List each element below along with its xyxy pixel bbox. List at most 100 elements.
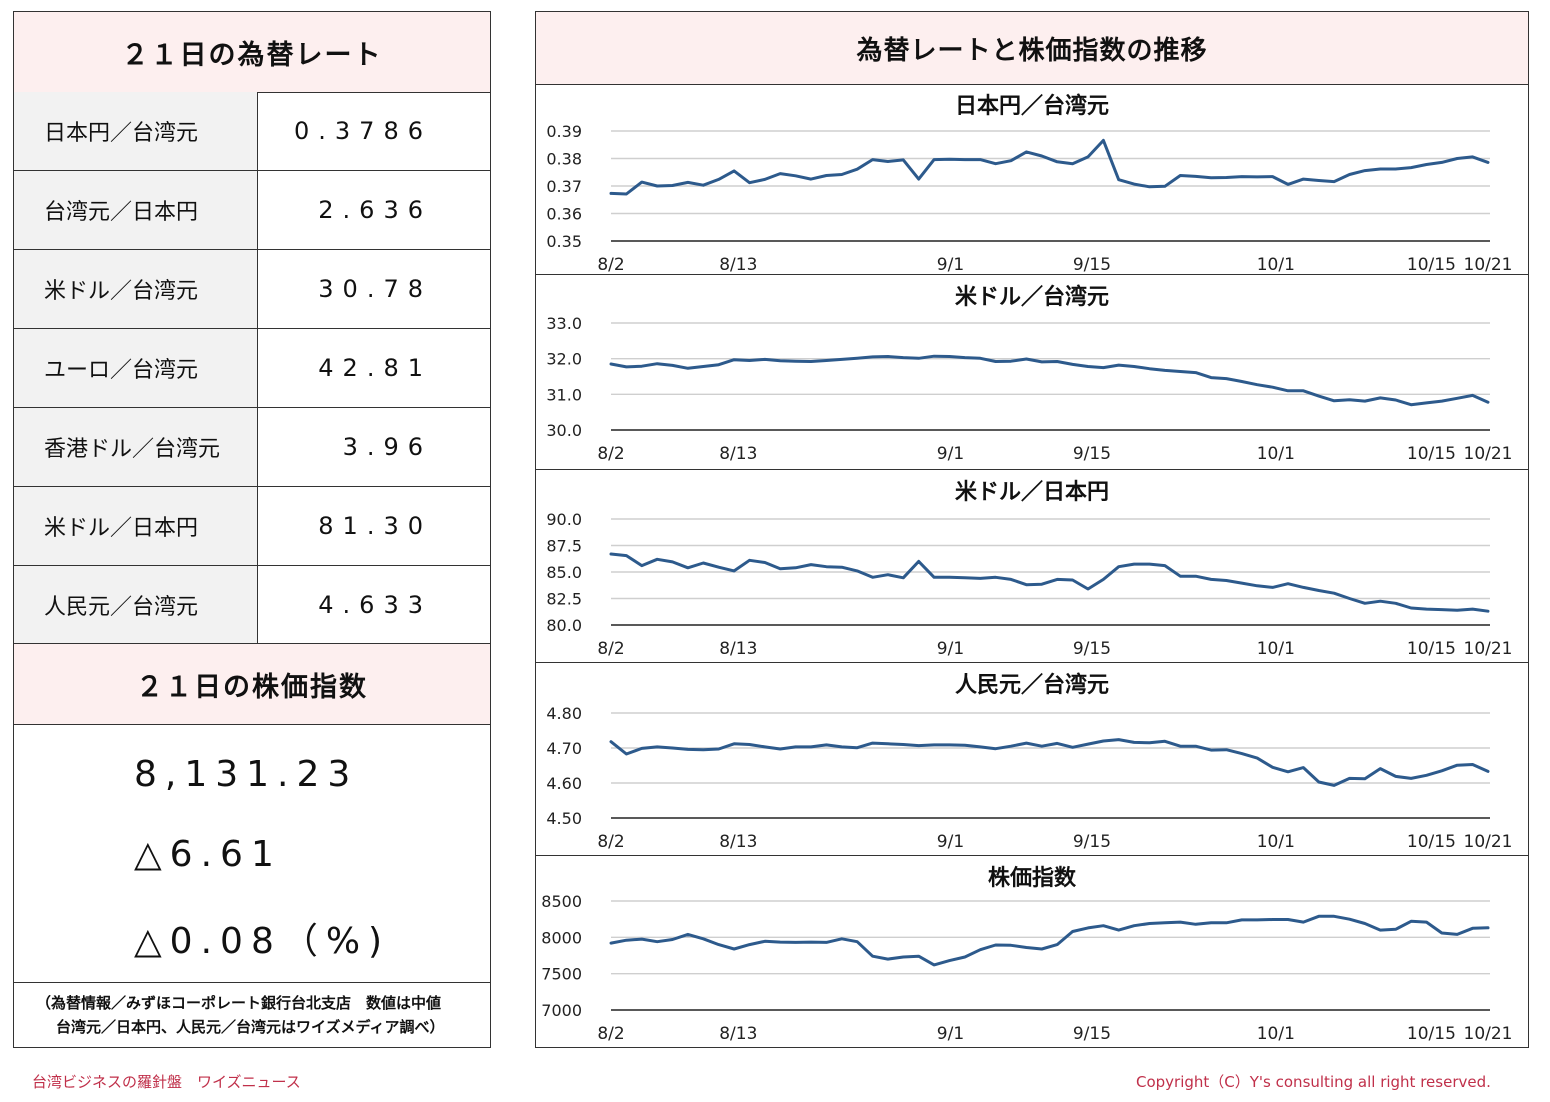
x-tick-label: 8/2 xyxy=(597,1024,624,1044)
x-tick-label: 10/15 xyxy=(1407,832,1456,852)
x-tick-label: 10/21 xyxy=(1464,832,1513,852)
rate-row: 台湾元／日本円 2.636 xyxy=(14,171,490,250)
rate-row: 米ドル／台湾元 30.78 xyxy=(14,250,490,329)
series-line xyxy=(609,738,1490,787)
rate-value: 42.81 xyxy=(318,354,432,382)
x-tick-label: 8/13 xyxy=(719,639,757,659)
rate-value: 2.636 xyxy=(318,196,432,224)
stock-index-title: ２１日の株価指数 xyxy=(14,643,490,725)
y-tick-label: 0.36 xyxy=(546,205,582,224)
x-tick-label: 10/15 xyxy=(1407,1024,1456,1044)
chart-svg: 4.80 4.70 4.60 4.50 8/2 8/13 9/1 9/15 10/1 10/15 1… xyxy=(546,704,1513,852)
chart-usd-jpy: 米ドル／日本円 90.0 87.5 85.0 82.5 80.0 8/2 8/13 9/1 9/… xyxy=(536,470,1528,663)
x-tick-label: 9/15 xyxy=(1073,832,1111,852)
rate-row: 日本円／台湾元 0.3786 xyxy=(14,92,490,171)
rate-name: 台湾元／日本円 xyxy=(14,171,258,249)
x-tick-label: 8/13 xyxy=(719,444,757,464)
x-tick-label: 9/1 xyxy=(937,255,964,275)
x-tick-label: 9/15 xyxy=(1073,444,1111,464)
x-tick-label: 10/21 xyxy=(1464,444,1513,464)
stock-index-percent: △0.08（%) xyxy=(134,921,391,962)
series-line xyxy=(609,552,1490,613)
chart-title: 米ドル／日本円 xyxy=(954,480,1109,505)
x-tick-label: 10/15 xyxy=(1407,639,1456,659)
chart-jpy-twd: 日本円／台湾元 0.39 0.38 0.37 0.36 0.35 8/2 8/13 9/1 9/… xyxy=(536,84,1528,275)
chart-svg: 8500 8000 7500 7000 8/2 8/13 9/1 9/15 10/1 10/15 1… xyxy=(541,892,1512,1044)
x-tick-label: 8/13 xyxy=(719,255,757,275)
stock-index-change: △6.61 xyxy=(134,834,282,875)
stock-index-value: 8,131.23 xyxy=(134,754,359,795)
trend-charts-panel: 為替レートと株価指数の推移 日本円／台湾元 0.39 0.38 0.37 0.36 0.… xyxy=(535,11,1529,1048)
x-tick-label: 8/13 xyxy=(719,832,757,852)
x-tick-label: 8/2 xyxy=(597,255,624,275)
x-tick-label: 10/1 xyxy=(1257,639,1295,659)
rate-name: 香港ドル／台湾元 xyxy=(14,408,258,486)
y-tick-label: 4.80 xyxy=(546,704,582,723)
x-tick-label: 10/1 xyxy=(1257,832,1295,852)
chart-svg: 90.0 87.5 85.0 82.5 80.0 8/2 8/13 9/1 9/15 10/1 10… xyxy=(546,510,1512,659)
rate-name: ユーロ／台湾元 xyxy=(14,329,258,407)
y-tick-label: 0.35 xyxy=(546,232,582,251)
y-tick-label: 0.37 xyxy=(546,177,582,196)
source-note-line: （為替情報／みずほコーポレート銀行台北支店 数値は中値 xyxy=(36,994,442,1012)
y-tick-label: 0.39 xyxy=(546,122,582,141)
chart-usd-twd: 米ドル／台湾元 33.0 32.0 31.0 30.0 8/2 8/13 9/1 9/15 10… xyxy=(536,275,1528,470)
rate-value: 30.78 xyxy=(318,275,432,303)
y-tick-label: 90.0 xyxy=(546,510,582,529)
chart-stock-index: 株価指数 8500 8000 7500 7000 8/2 8/13 9/1 9/15 10/1 1… xyxy=(536,856,1528,1047)
rate-row: 人民元／台湾元 4.633 xyxy=(14,566,490,644)
chart-title: 人民元／台湾元 xyxy=(954,673,1109,698)
source-note-line: 台湾元／日本円、人民元／台湾元はワイズメディア調べ） xyxy=(56,1018,445,1036)
y-tick-label: 30.0 xyxy=(546,421,582,440)
x-tick-label: 8/2 xyxy=(597,639,624,659)
y-tick-label: 4.60 xyxy=(546,774,582,793)
series-line xyxy=(609,354,1490,407)
footer-brand: 台湾ビジネスの羅針盤 ワイズニュース xyxy=(32,1073,301,1091)
x-tick-label: 9/1 xyxy=(937,639,964,659)
rate-value: 3.96 xyxy=(342,433,432,461)
chart-title: 日本円／台湾元 xyxy=(954,94,1109,119)
x-tick-label: 9/15 xyxy=(1073,639,1111,659)
x-tick-label: 9/1 xyxy=(937,1024,964,1044)
y-tick-label: 7500 xyxy=(541,965,582,984)
rate-value: 81.30 xyxy=(318,512,432,540)
chart-cny-twd: 人民元／台湾元 4.80 4.70 4.60 4.50 8/2 8/13 9/1 9/15 10… xyxy=(536,663,1528,856)
x-tick-label: 10/1 xyxy=(1257,255,1295,275)
x-tick-label: 8/2 xyxy=(597,444,624,464)
x-tick-label: 10/1 xyxy=(1257,1024,1295,1044)
y-tick-label: 32.0 xyxy=(546,350,582,369)
chart-svg: 0.39 0.38 0.37 0.36 0.35 8/2 8/13 9/1 9/15 10/1 10… xyxy=(546,122,1513,275)
y-tick-label: 82.5 xyxy=(546,590,582,609)
rate-table-title: ２１日の為替レート xyxy=(14,12,490,93)
chart-svg: 33.0 32.0 31.0 30.0 8/2 8/13 9/1 9/15 10/1 10/15 1… xyxy=(546,314,1513,464)
y-tick-label: 7000 xyxy=(541,1001,582,1020)
x-tick-label: 10/1 xyxy=(1257,444,1295,464)
x-tick-label: 10/21 xyxy=(1464,255,1513,275)
rate-table-panel: ２１日の為替レート 日本円／台湾元 0.3786 台湾元／日本円 2.636 米… xyxy=(13,11,491,1048)
y-tick-label: 8500 xyxy=(541,892,582,911)
source-note: （為替情報／みずほコーポレート銀行台北支店 数値は中値 台湾元／日本円、人民元／… xyxy=(14,982,490,1047)
y-tick-label: 33.0 xyxy=(546,314,582,333)
x-tick-label: 9/1 xyxy=(937,444,964,464)
y-tick-label: 85.0 xyxy=(546,563,582,582)
rate-name: 米ドル／日本円 xyxy=(14,487,258,565)
rate-name: 米ドル／台湾元 xyxy=(14,250,258,328)
x-tick-label: 8/13 xyxy=(719,1024,757,1044)
rate-value: 0.3786 xyxy=(294,117,432,145)
trend-charts-title: 為替レートと株価指数の推移 xyxy=(536,12,1528,85)
rate-row: 香港ドル／台湾元 3.96 xyxy=(14,408,490,487)
y-tick-label: 80.0 xyxy=(546,616,582,635)
series-line xyxy=(609,914,1490,967)
rate-row: 米ドル／日本円 81.30 xyxy=(14,487,490,566)
y-tick-label: 0.38 xyxy=(546,150,582,169)
x-tick-label: 10/15 xyxy=(1407,255,1456,275)
chart-title: 株価指数 xyxy=(987,866,1076,891)
x-tick-label: 8/2 xyxy=(597,832,624,852)
y-tick-label: 87.5 xyxy=(546,537,582,556)
rate-name: 日本円／台湾元 xyxy=(14,92,258,170)
x-tick-label: 9/15 xyxy=(1073,255,1111,275)
series-line xyxy=(609,138,1490,196)
y-tick-label: 4.70 xyxy=(546,739,582,758)
x-tick-label: 10/15 xyxy=(1407,444,1456,464)
rate-name: 人民元／台湾元 xyxy=(14,566,258,644)
